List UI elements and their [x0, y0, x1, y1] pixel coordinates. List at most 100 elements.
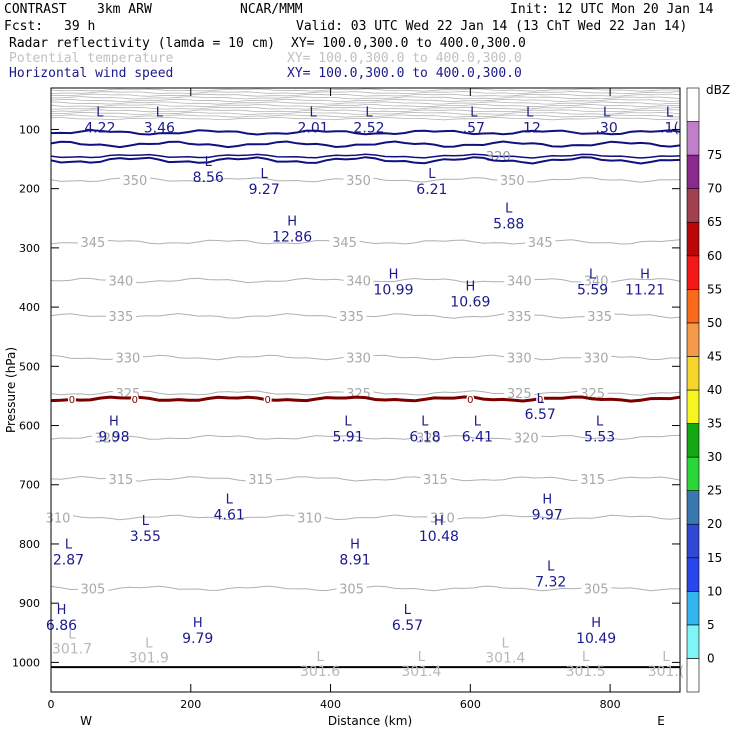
theta-label-bg: [427, 510, 458, 525]
upper-theta-line: [50, 88, 681, 92]
extremum-value: 8.91: [339, 553, 370, 569]
colorbar-tick-label: 5: [707, 618, 715, 632]
theta-label-bg: [336, 308, 367, 323]
freezing-level-label: 0: [264, 395, 270, 406]
plot-frame: [50, 87, 681, 693]
x-tick-label: 0: [48, 698, 55, 711]
theta-label-bg: [504, 308, 535, 323]
extremum-value: 5.91: [332, 430, 363, 446]
header-fcst-label: Fcst:: [4, 19, 44, 34]
theta-contour: [50, 475, 681, 482]
theta-label-bg: [504, 273, 535, 288]
colorbar-tick-label: 45: [707, 349, 722, 363]
extremum-marker: H: [434, 514, 444, 529]
theta-contour: [50, 514, 681, 521]
extremum-value: 9.97: [532, 508, 563, 524]
theta-label-bg: [584, 308, 615, 323]
field-wind-xy: XY= 100.0,300.0 to 400.0,300.0: [287, 66, 522, 81]
theta-contour-label: 320: [416, 431, 441, 446]
extremum-marker: L: [603, 105, 611, 120]
theta-contour-label: 350: [346, 174, 371, 189]
theta-contour-label: 315: [108, 473, 133, 488]
theta-label-bg: [504, 385, 535, 400]
colorbar-segment: [686, 490, 700, 525]
theta-label-bg: [105, 308, 136, 323]
colorbar-segment: [686, 658, 700, 693]
extremum-value: 2.01: [297, 120, 328, 136]
y-tick-label: 200: [19, 183, 40, 196]
extremum-marker: H: [640, 268, 650, 283]
y-tick-label: 100: [19, 123, 40, 136]
extremum-marker: L: [96, 105, 104, 120]
surface-extremum-value: 301.4: [401, 664, 441, 680]
extremum-value: 5.53: [584, 430, 615, 446]
theta-label-bg: [343, 172, 374, 187]
theta-label-bg: [42, 510, 73, 525]
header-program: CONTRAST: [4, 2, 67, 17]
theta-contour: [50, 239, 681, 245]
upper-theta-line: [50, 114, 681, 118]
surface-extremum-value: 301.4: [485, 651, 525, 667]
upper-theta-line: [50, 111, 681, 116]
extremum-marker: L: [205, 155, 213, 170]
theta-label-bg: [581, 581, 612, 596]
theta-label-bg: [343, 273, 374, 288]
theta-label-bg: [112, 350, 143, 365]
theta-contour-label: 305: [584, 582, 609, 597]
theta-contour-label: 350: [500, 174, 525, 189]
colorbar-segment: [686, 389, 700, 424]
theta-contour-label: 335: [507, 310, 532, 325]
extremum-value: 9.98: [98, 430, 129, 446]
theta-contour-label: 340: [346, 274, 371, 289]
x-tick-label: 800: [600, 698, 621, 711]
y-tick-label: 400: [19, 301, 40, 314]
extremum-marker: L: [226, 493, 234, 508]
field-theta-xy: XY= 100.0,300.0 to 400.0,300.0: [287, 51, 522, 66]
extremum-marker: L: [309, 105, 317, 120]
colorbar-tick-label: 20: [707, 517, 722, 531]
extremum-value: 2.52: [353, 120, 384, 136]
extremum-marker: L: [474, 415, 482, 430]
colorbar-segment: [686, 154, 700, 189]
surface-extremum-value: 301.7: [52, 642, 92, 658]
colorbar-segment: [686, 557, 700, 592]
theta-contour-label: 335: [587, 310, 612, 325]
extremum-value: 12.86: [272, 229, 312, 245]
colorbar-tick-label: 70: [707, 182, 722, 196]
surface-extremum-marker: L: [418, 650, 426, 665]
extremum-marker: L: [142, 514, 150, 529]
colorbar-tick-label: 15: [707, 551, 722, 565]
wind-contour-label: 320: [486, 150, 511, 165]
upper-theta-line: [50, 103, 681, 108]
theta-contour-label: 310: [46, 511, 71, 526]
y-tick-label: 600: [19, 420, 40, 433]
extremum-value: 6.57: [392, 618, 423, 634]
upper-theta-line: [50, 109, 681, 113]
extremum-marker: L: [537, 392, 545, 407]
extremum-marker: H: [350, 538, 360, 553]
extremum-value: 2.87: [53, 553, 84, 569]
extremum-value: .1(: [660, 120, 679, 136]
theta-label-bg: [105, 471, 136, 486]
y-tick-label: 300: [19, 242, 40, 255]
extremum-value: 11.21: [625, 283, 665, 299]
extremum-value: 10.49: [576, 631, 616, 647]
theta-label-bg: [336, 581, 367, 596]
extremum-marker: L: [428, 167, 436, 182]
surface-extremum-marker: L: [316, 650, 324, 665]
theta-contour-label: 305: [339, 582, 364, 597]
extremum-marker: L: [65, 538, 73, 553]
extremum-value: 5.88: [493, 216, 524, 232]
extremum-value: 4.22: [84, 120, 115, 136]
y-tick-label: 800: [19, 538, 40, 551]
theta-contour-label: 335: [339, 310, 364, 325]
freezing-level-label: 0: [132, 395, 138, 406]
theta-contour-label: 310: [297, 511, 322, 526]
extremum-marker: L: [156, 105, 164, 120]
theta-contour-label: 315: [248, 473, 273, 488]
colorbar: 0 5 10 15 20 25 30 35 40 45 50 55 60 65 70 75: [686, 87, 722, 693]
freezing-level-contour: 0 0 0 0 0: [50, 393, 681, 407]
upper-theta-line: [50, 101, 681, 105]
extremum-marker: L: [589, 268, 597, 283]
